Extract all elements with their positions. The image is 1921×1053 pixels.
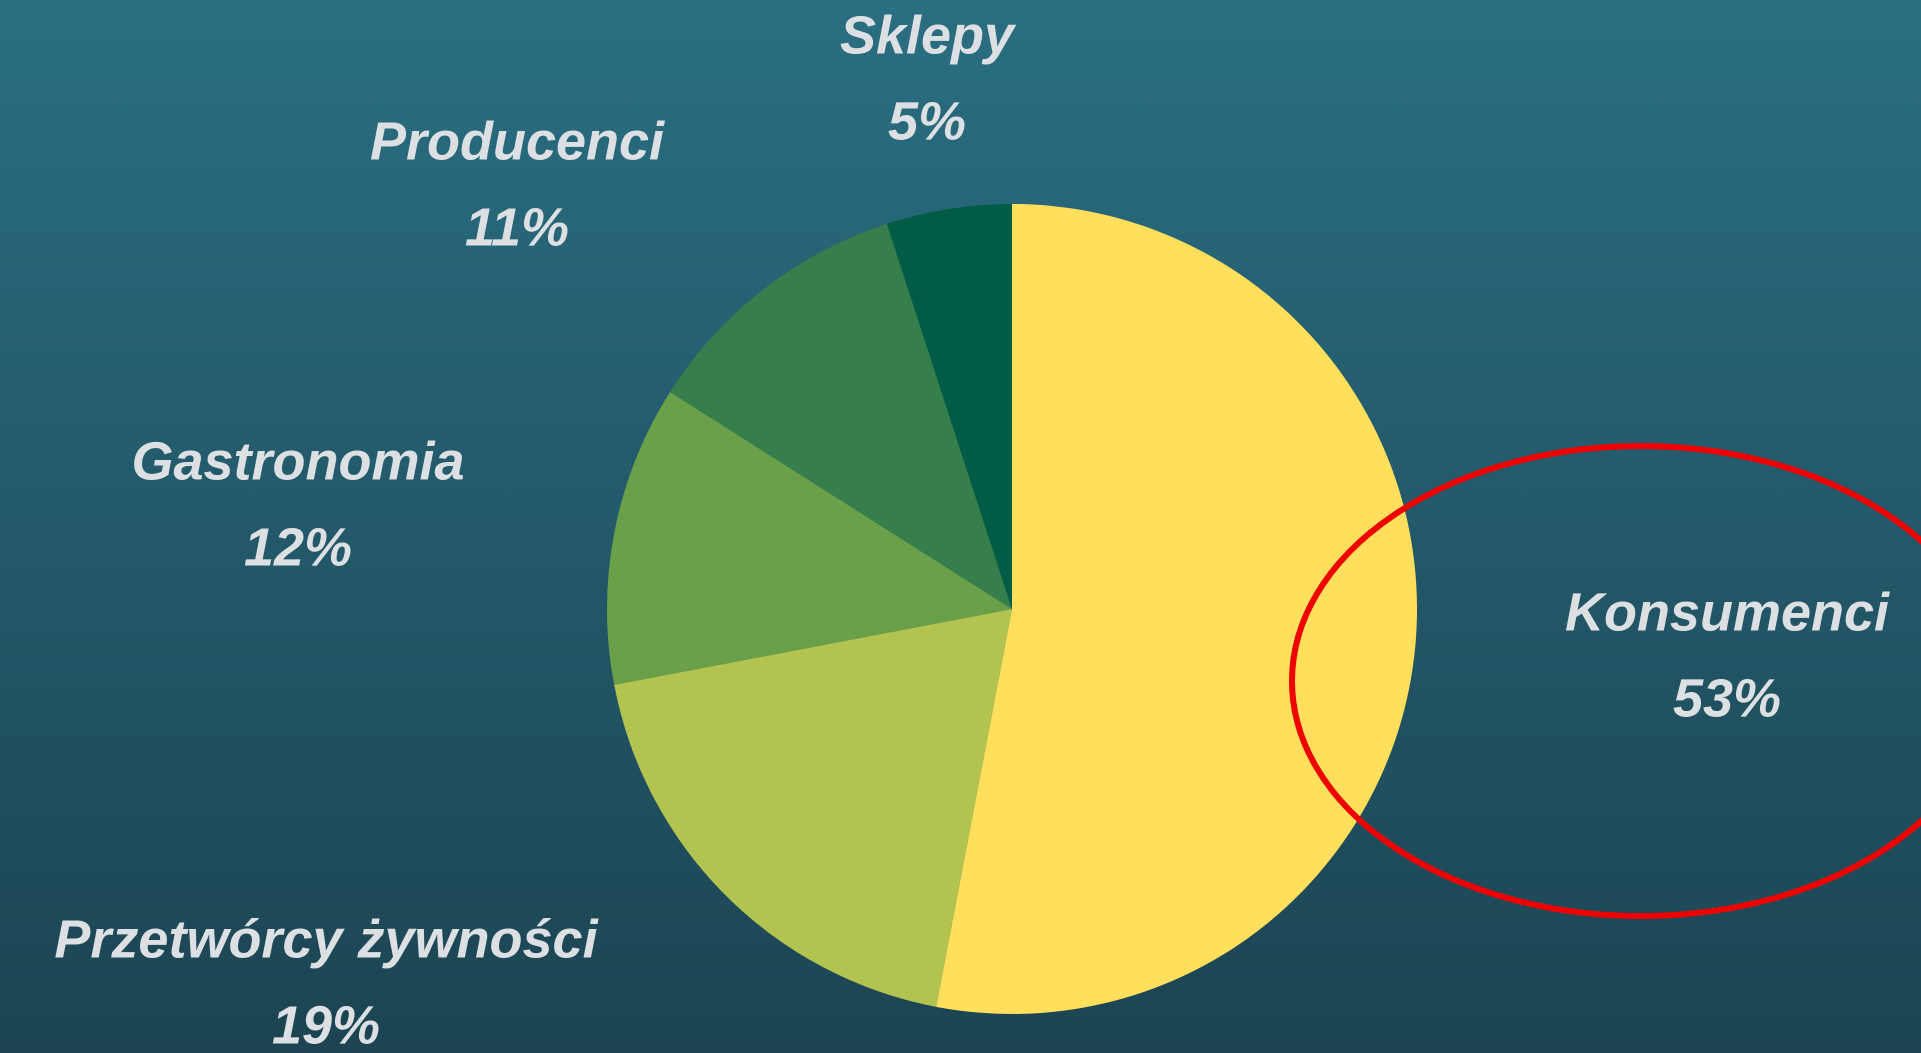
slice-category-label: Sklepy xyxy=(840,5,1017,65)
slice-category-label: Konsumenci xyxy=(1565,582,1890,642)
slice-category-label: Gastronomia xyxy=(131,431,464,491)
slice-value-label: 12% xyxy=(244,517,352,577)
slice-category-label: Producenci xyxy=(370,111,665,171)
pie xyxy=(607,204,1417,1014)
slice-value-label: 53% xyxy=(1673,668,1781,728)
pie-slice xyxy=(607,391,1012,685)
pie-slice xyxy=(886,204,1012,609)
slice-value-label: 11% xyxy=(465,197,569,257)
pie-slice xyxy=(936,204,1417,1014)
pie-slice xyxy=(670,223,1012,609)
slice-value-label: 19% xyxy=(272,995,380,1053)
slice-value-label: 5% xyxy=(888,91,966,151)
highlight-ellipse xyxy=(1289,443,1921,919)
slice-category-label: Przetwórcy żywności xyxy=(54,909,598,969)
pie-slice xyxy=(614,609,1012,1007)
